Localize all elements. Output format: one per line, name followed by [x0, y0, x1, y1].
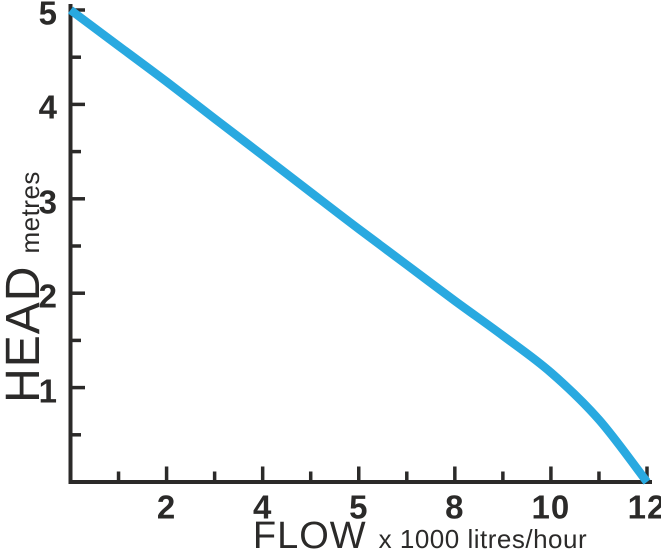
x-axis-tick-label: 10 — [531, 488, 571, 526]
y-axis-tick-label: 3 — [38, 183, 58, 221]
axis-lines — [68, 4, 652, 484]
x-axis-tick-label: 5 — [349, 488, 369, 526]
x-axis-title-main: FLOW — [252, 515, 367, 553]
x-axis-tick-label: 2 — [156, 488, 177, 526]
y-axis-title-sub: metres — [15, 171, 45, 254]
y-axis-title: HEAD metres — [0, 171, 50, 403]
x-axis-tick-label: 4 — [252, 488, 273, 526]
x-axis-title-sub: x 1000 litres/hour — [378, 524, 588, 553]
pump-curve — [67, 6, 651, 485]
y-axis-tick-label: 5 — [38, 0, 58, 32]
y-axis-title-main: HEAD — [0, 265, 50, 403]
y-axis-tick-label: 1 — [38, 372, 58, 410]
x-axis-tick-label: 12 — [627, 488, 661, 526]
y-axis-tick-label: 2 — [38, 277, 58, 315]
x-axis-title: FLOW x 1000 litres/hour — [253, 517, 587, 553]
x-axis-tick-label: 8 — [445, 488, 465, 526]
y-axis-tick-label: 4 — [38, 88, 58, 126]
